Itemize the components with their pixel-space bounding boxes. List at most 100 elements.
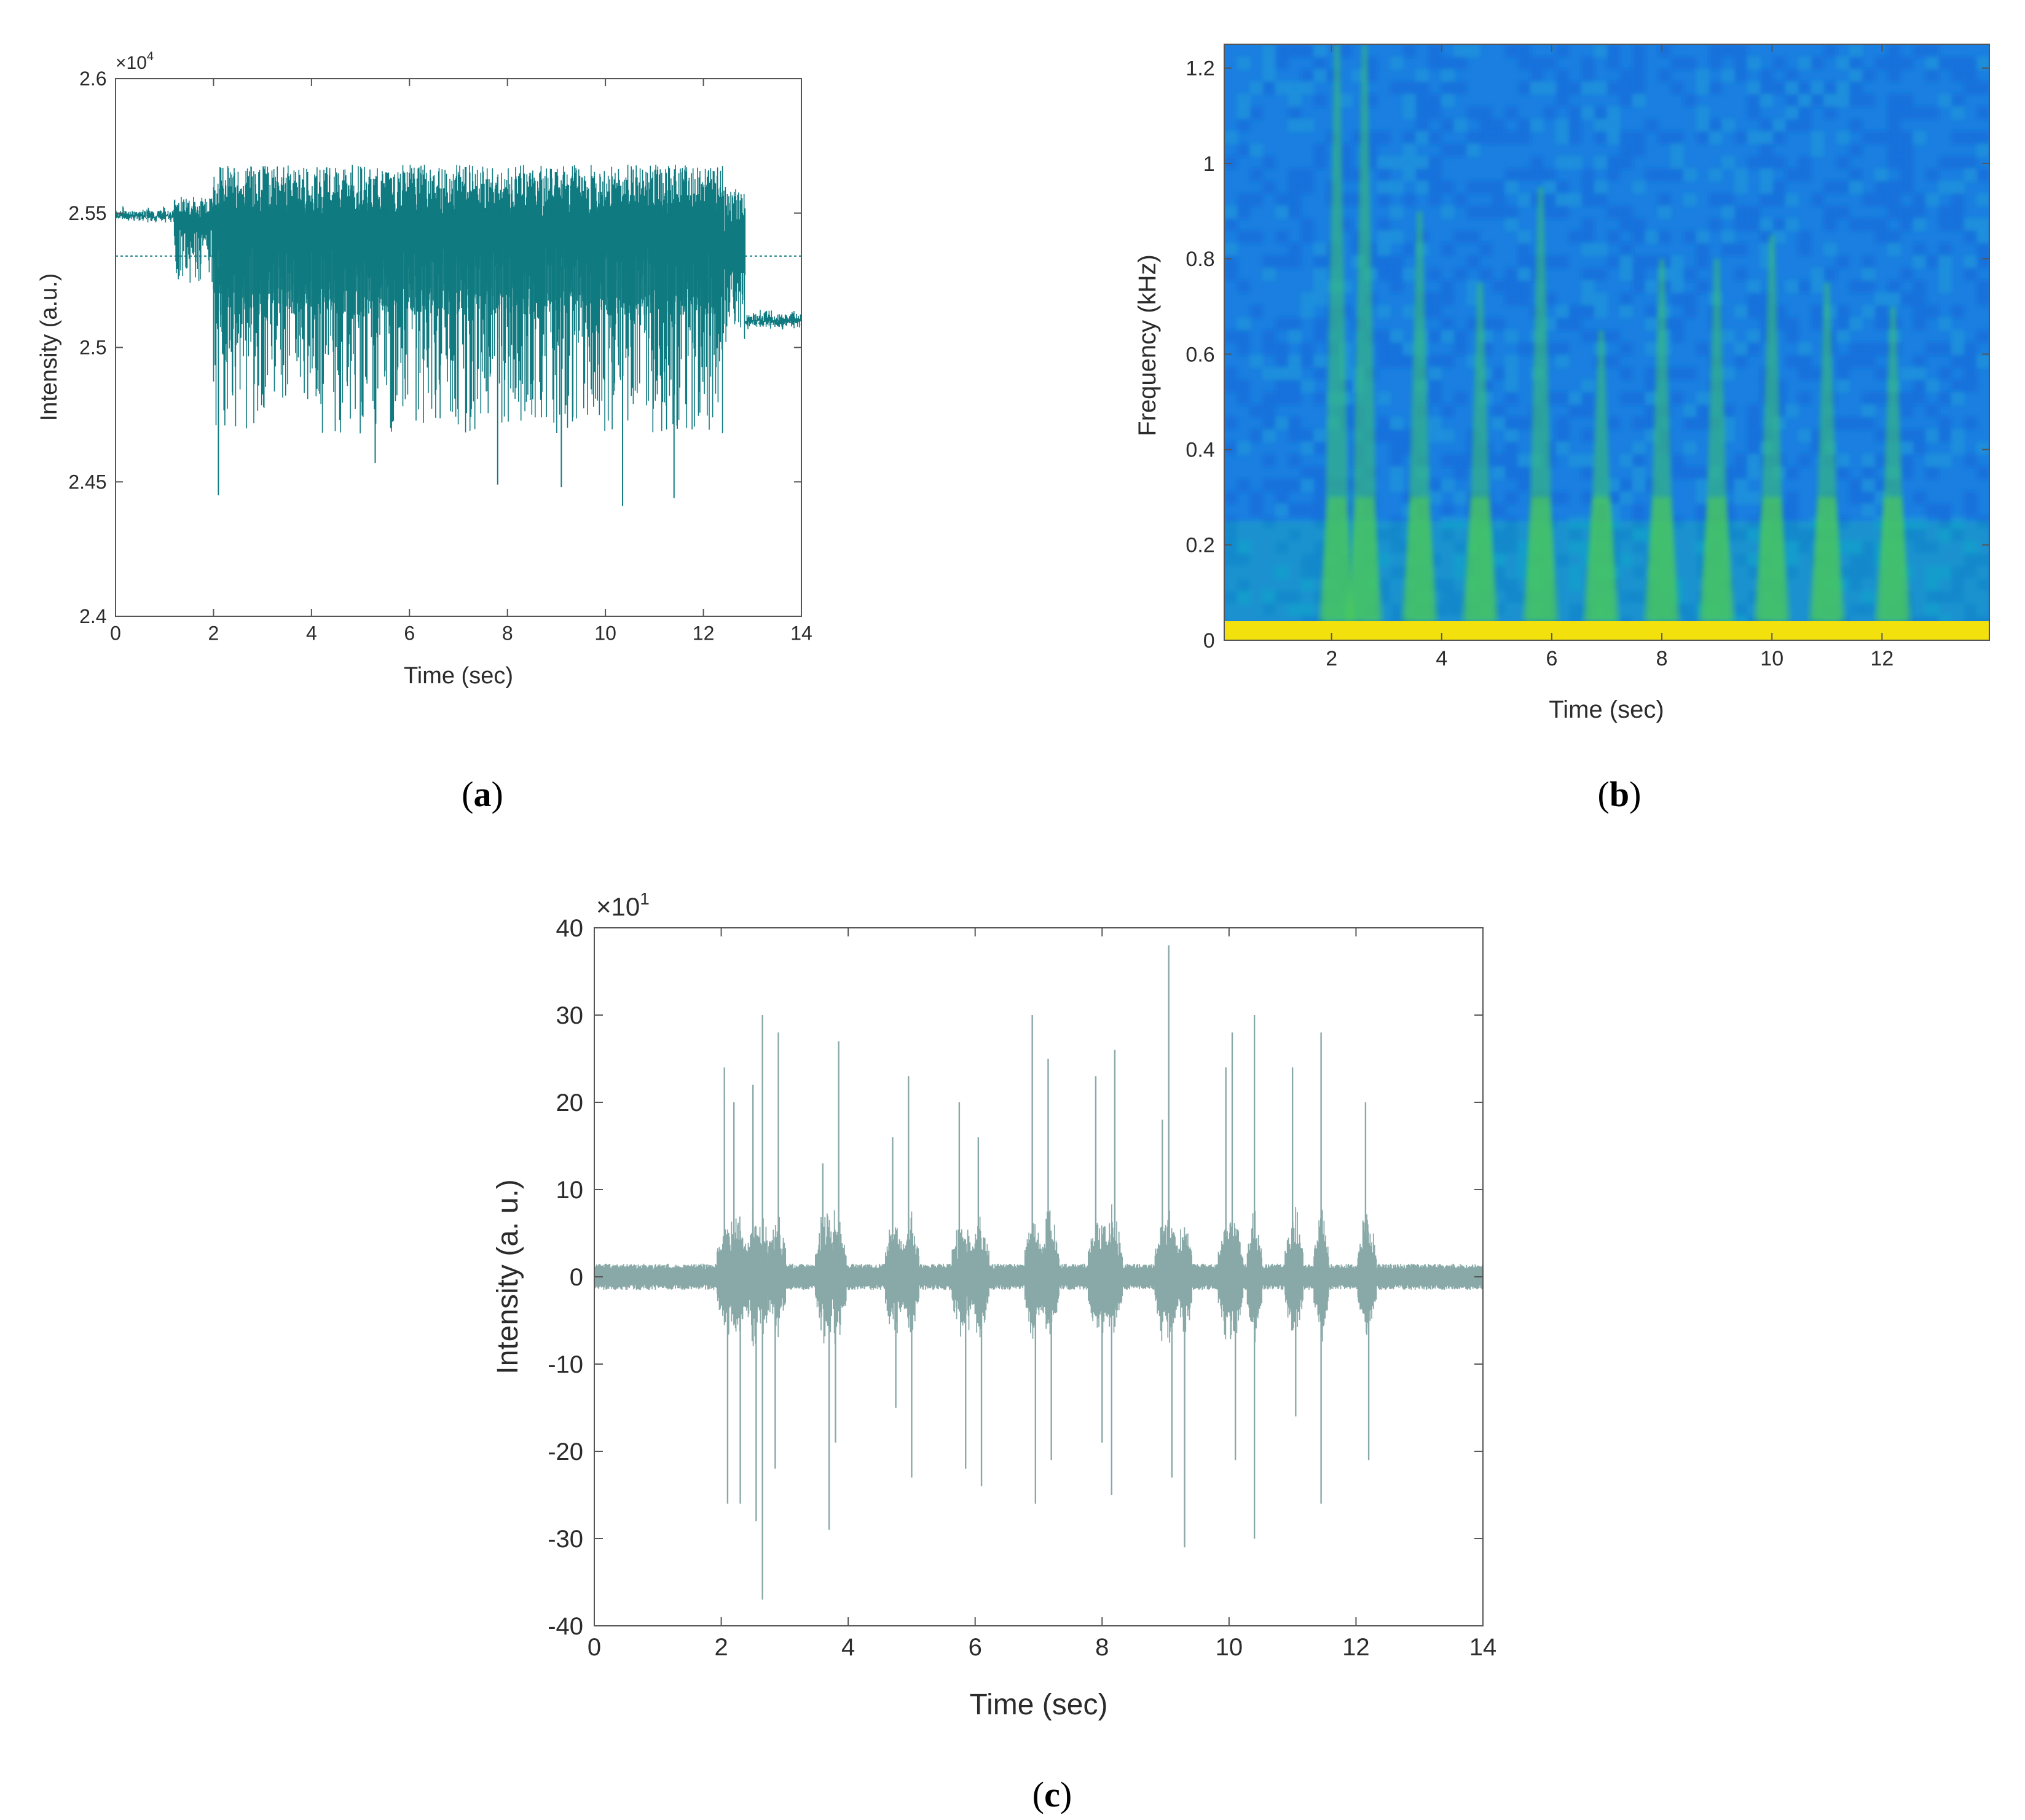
chart-b-noise-cell	[1696, 342, 1710, 356]
chart-b-noise-cell	[1555, 417, 1570, 430]
chart-b-noise-cell	[1441, 93, 1455, 108]
chart-b-noise-cell	[1415, 131, 1429, 144]
chart-b-noise-cell	[1976, 329, 1989, 343]
chart-b-noise-cell	[1938, 155, 1952, 170]
chart-b-noise-cell	[1402, 143, 1417, 157]
chart-b-noise-cell	[1492, 119, 1506, 132]
chart-b-noise-cell	[1377, 342, 1391, 356]
chart-b-noise-cell	[1492, 193, 1506, 206]
chart-b-noise-cell	[1645, 280, 1659, 294]
chart-b-noise-cell	[1428, 367, 1442, 380]
chart-b-noise-cell	[1900, 292, 1914, 306]
chart-b-noise-cell	[1237, 479, 1251, 492]
chart-b-noise-cell	[1964, 367, 1978, 380]
chart-b-noise-cell	[1441, 69, 1455, 82]
chart-b-noise-cell	[1262, 267, 1276, 281]
chart-b-noise-cell	[1517, 466, 1531, 480]
chart-b-noise-cell	[1377, 168, 1391, 182]
chart-b-noise-cell	[1606, 131, 1621, 144]
chart-b-noise-cell	[1441, 329, 1455, 343]
chart-b-noise-cell	[1606, 329, 1621, 343]
chart-b-ytick-label: 0.8	[1186, 248, 1214, 271]
chart-b-noise-cell	[1300, 81, 1315, 95]
chart-b-noise-cell	[1594, 267, 1608, 281]
chart-a-ytick-label: 2.55	[68, 202, 106, 224]
chart-b-noise-cell	[1441, 355, 1455, 368]
chart-b-noise-cell	[1785, 491, 1799, 504]
chart-b-noise-cell	[1951, 93, 1965, 108]
chart-b-noise-cell	[1428, 391, 1442, 406]
chart-b-noise-cell	[1517, 193, 1531, 206]
chart-b-noise-cell	[1645, 230, 1659, 244]
chart-b-noise-cell	[1390, 255, 1404, 269]
chart-b-noise-cell	[1670, 143, 1684, 157]
chart-b-noise-cell	[1747, 280, 1761, 294]
chart-b-noise-cell	[1390, 479, 1404, 492]
chart-c-ytick-label: -20	[548, 1438, 583, 1465]
chart-b-noise-cell	[1747, 417, 1761, 430]
chart-b-noise-cell	[1492, 131, 1506, 144]
chart-b-noise-cell	[1453, 466, 1468, 480]
chart-b-noise-cell	[1925, 503, 1939, 517]
chart-b-burst-base	[1874, 497, 1912, 621]
chart-b-noise-cell	[1696, 491, 1710, 504]
chart-b-noise-cell	[1798, 355, 1812, 368]
chart-b-noise-cell	[1581, 81, 1595, 95]
chart-b-noise-cell	[1619, 391, 1633, 406]
chart-b-noise-cell	[1339, 155, 1353, 170]
chart-b-noise-cell	[1492, 453, 1506, 468]
chart-b-noise-cell	[1466, 131, 1480, 144]
chart-b-noise-cell	[1632, 255, 1646, 269]
chart-b-noise-cell	[1606, 479, 1621, 492]
chart-b-noise-cell	[1568, 155, 1582, 170]
chart-b-noise-cell	[1772, 155, 1786, 170]
chart-b-noise-cell	[1696, 391, 1710, 406]
chart-b-noise-cell	[1288, 317, 1302, 331]
chart-b-noise-cell	[1224, 267, 1238, 281]
chart-b-noise-cell	[1836, 417, 1850, 430]
chart-b-noise-cell	[1887, 205, 1901, 219]
chart-b-noise-cell	[1683, 57, 1697, 70]
chart-b-noise-cell	[1428, 155, 1442, 170]
chart-b-noise-cell	[1823, 218, 1837, 232]
chart-b-noise-cell	[1390, 230, 1404, 244]
chart-b-ticks: 2 4 6 8 10 12 0 0.2 0.4 0.6 0.8 1 1.2	[1186, 44, 1989, 670]
chart-b-noise-cell	[1237, 391, 1251, 406]
chart-b-noise-cell	[1938, 503, 1952, 517]
chart-b-noise-cell	[1517, 453, 1531, 468]
chart-b-noise-cell	[1390, 417, 1404, 430]
chart-a-xlabel: Time (sec)	[404, 663, 513, 689]
chart-b-burst-base	[1346, 497, 1383, 621]
chart-b-noise-cell	[1874, 230, 1888, 244]
chart-b-noise-cell	[1517, 280, 1531, 294]
chart-b-noise-cell	[1581, 305, 1595, 318]
chart-b-noise-cell	[1670, 155, 1684, 170]
chart-b-noise-cell	[1645, 119, 1659, 132]
chart-b-ytick-label: 0.2	[1186, 534, 1214, 557]
chart-b-noise-cell	[1428, 181, 1442, 194]
chart-b-noise-cell	[1632, 280, 1646, 294]
chart-b-noise-cell	[1453, 453, 1468, 468]
chart-b-noise-cell	[1976, 230, 1989, 244]
chart-b-noise-cell	[1734, 44, 1748, 58]
chart-b-noise-cell	[1747, 453, 1761, 468]
chart-b-noise-cell	[1275, 503, 1289, 517]
chart-b-noise-cell	[1670, 168, 1684, 182]
chart-b-noise-cell	[1900, 466, 1914, 480]
chart-b-noise-cell	[1504, 491, 1519, 504]
chart-b-noise-cell	[1632, 93, 1646, 108]
chart-b-noise-cell	[1696, 280, 1710, 294]
chart-b-noise-cell	[1670, 391, 1684, 406]
chart-b-noise-cell	[1823, 181, 1837, 194]
chart-b-noise-cell	[1415, 181, 1429, 194]
chart-b-noise-cell	[1849, 218, 1863, 232]
chart-b-noise-cell	[1683, 267, 1697, 281]
chart-a-signal-core	[213, 202, 724, 315]
chart-b-noise-cell	[1964, 379, 1978, 393]
chart-b-noise-cell	[1925, 466, 1939, 480]
chart-b-noise-cell	[1390, 57, 1404, 70]
chart-b-noise-cell	[1721, 329, 1735, 343]
chart-b-noise-cell	[1504, 466, 1519, 480]
chart-b-noise-cell	[1938, 93, 1952, 108]
chart-b-noise-cell	[1823, 243, 1837, 256]
